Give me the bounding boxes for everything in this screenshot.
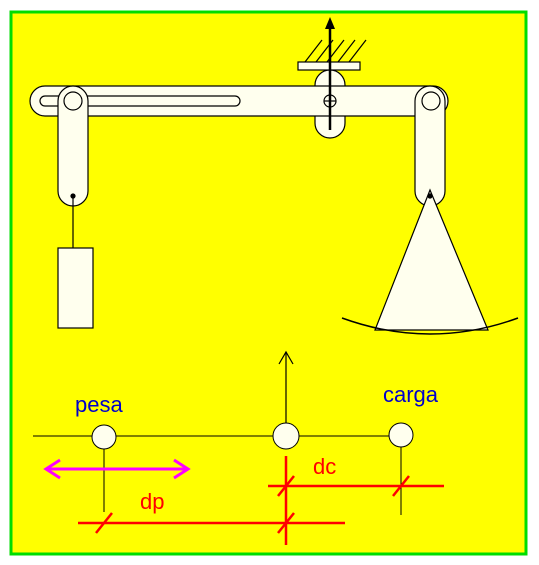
- weight-block: [57, 247, 94, 329]
- load-label: carga: [383, 382, 439, 407]
- beam-slot: [39, 95, 241, 107]
- load-base-arc: [341, 317, 519, 335]
- schematic-force-arrow: [278, 350, 294, 423]
- weight-distance-label: dp: [140, 489, 164, 514]
- dimension-lines: [78, 456, 444, 545]
- load-distance-label: dc: [313, 454, 336, 479]
- weight-point: [91, 424, 117, 450]
- load-point: [388, 422, 414, 448]
- load-cone: [374, 188, 489, 331]
- fulcrum-point: [272, 422, 300, 450]
- weight-label: pesa: [75, 392, 123, 417]
- left-pin: [63, 91, 83, 111]
- schematic: pesa carga dc dp: [33, 350, 444, 545]
- weight-move-arrow: [43, 458, 191, 480]
- pivot-force-arrow: [325, 17, 335, 130]
- right-pin: [421, 91, 441, 111]
